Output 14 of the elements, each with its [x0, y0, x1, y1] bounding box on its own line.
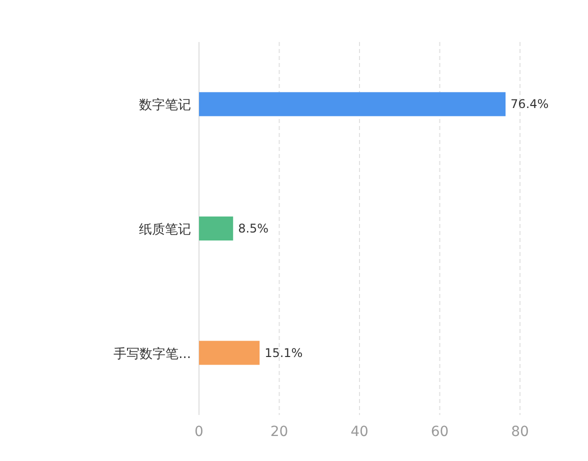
bar: [199, 216, 234, 240]
y-tick-label: 纸质笔记: [139, 222, 191, 238]
x-tick-label: 0: [194, 424, 204, 440]
data-label: 8.5%: [238, 222, 269, 236]
x-tick-label: 80: [511, 424, 529, 440]
y-tick-label: 数字笔记: [139, 97, 191, 114]
bar: [199, 92, 506, 116]
bar: [199, 340, 260, 365]
x-tick-label: 20: [270, 424, 288, 440]
x-tick-label: 40: [350, 424, 368, 440]
data-label: 76.4%: [510, 97, 549, 112]
data-label: 15.1%: [264, 346, 303, 360]
x-tick-label: 60: [430, 424, 449, 440]
y-tick-label: 手写数字笔...: [114, 346, 191, 362]
